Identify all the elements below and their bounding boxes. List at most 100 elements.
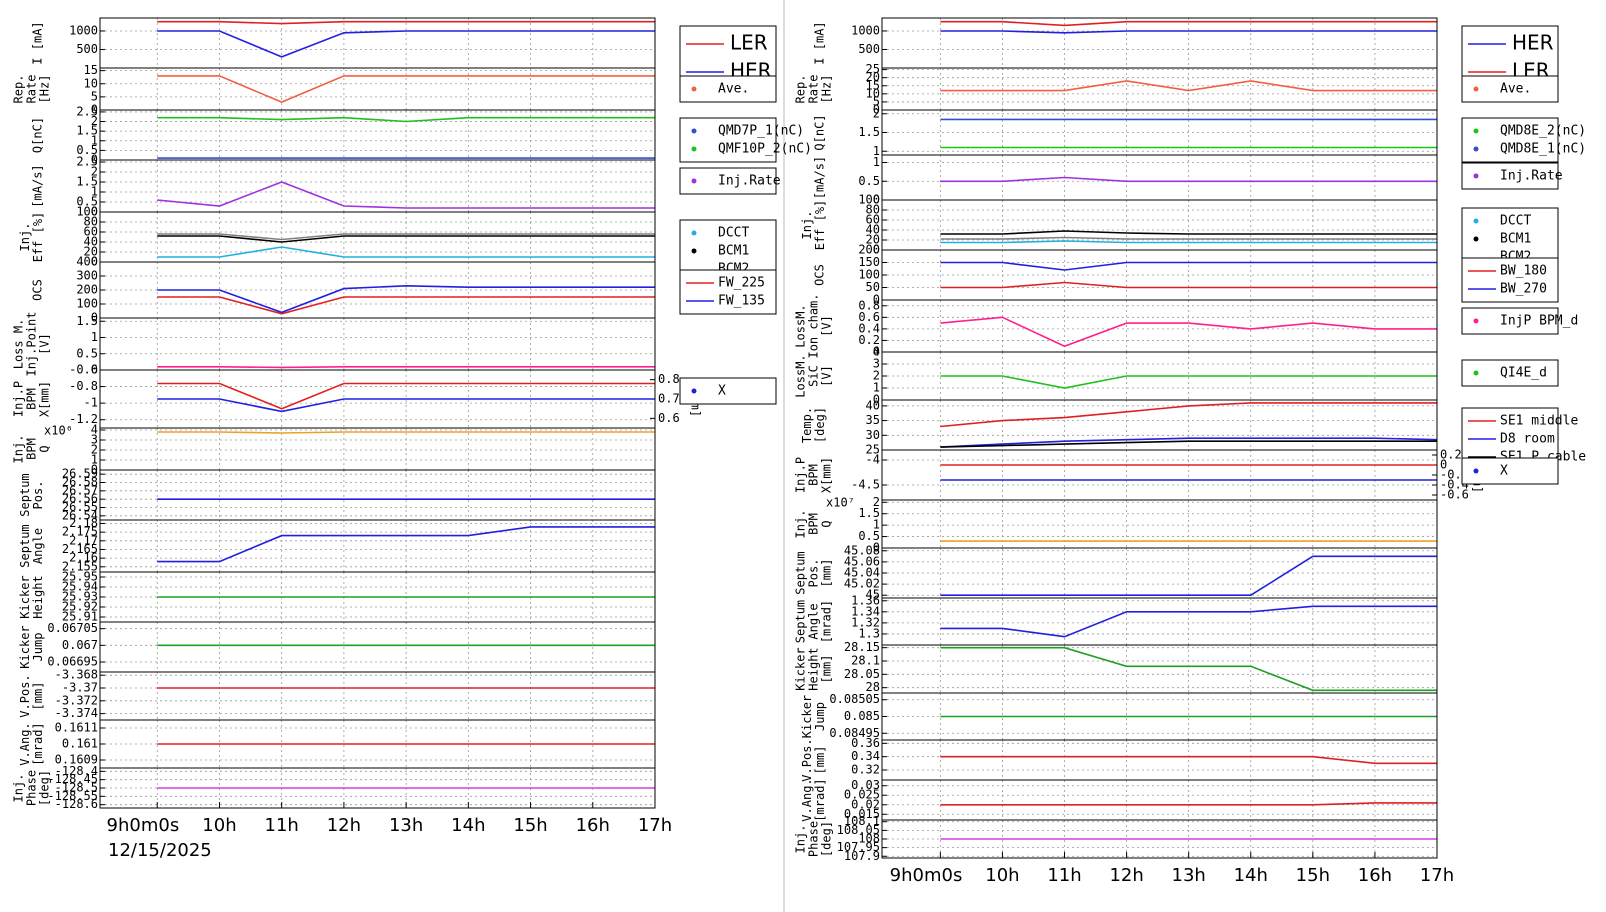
y-tick-label: 28.15	[844, 640, 880, 654]
y-multiplier: x10⁶	[44, 424, 73, 438]
legend-box	[679, 269, 777, 315]
y2-tick-label: 0.7	[658, 392, 680, 406]
y-tick-label: 500	[858, 42, 880, 56]
y-tick-label: 0.08505	[829, 692, 880, 706]
y-axis-label: Height	[807, 647, 821, 690]
series-line	[940, 316, 1437, 348]
y-tick-label: 0.08495	[829, 726, 880, 740]
y-tick-label: -3.37	[62, 681, 98, 695]
legend: Ave.	[679, 75, 777, 103]
legend: Inj.Rate	[1461, 162, 1563, 190]
legend-label: DCCT	[718, 226, 749, 241]
y-tick-label: -128.5	[55, 781, 98, 795]
x-tick-label: 13h	[1172, 865, 1206, 886]
series-line	[940, 20, 1437, 27]
y-axis-label: V.Pos.	[18, 674, 32, 717]
legend-swatch	[1473, 318, 1479, 324]
y-tick-label: -0.6	[69, 363, 98, 377]
legend: InjP BPM_d	[1461, 307, 1578, 335]
y-tick-label: 28.1	[851, 654, 880, 668]
x-tick-label: 9h0m0s	[890, 865, 963, 886]
series-line	[940, 755, 1437, 765]
y-tick-label: 0.067	[62, 638, 98, 652]
series-line	[940, 176, 1437, 183]
y-tick-label: -1.2	[69, 412, 98, 426]
panel-frame	[99, 767, 656, 809]
x-tick-label: 11h	[265, 815, 299, 836]
legend-swatch	[691, 128, 697, 134]
y-tick-label: 0	[91, 311, 98, 325]
legend-label: BCM1	[718, 244, 749, 259]
y-tick-label: 1	[873, 518, 880, 532]
y-tick-label: 1.3	[858, 626, 880, 640]
y-tick-label: 100	[858, 193, 880, 207]
legend-label: BW_180	[1500, 264, 1547, 279]
legend: QI4E_d	[1461, 359, 1559, 387]
series-line	[157, 30, 655, 58]
series-line	[157, 296, 655, 315]
y-tick-label: 0	[873, 541, 880, 555]
y-axis-label: Kicker	[800, 695, 814, 738]
y-tick-label: 10	[866, 86, 880, 100]
y-tick-label: 0.32	[851, 763, 880, 777]
y-axis-label: [mrad]	[813, 778, 827, 821]
x-tick-label: 14h	[1234, 865, 1268, 886]
y-axis-label: X[mm]	[38, 381, 52, 417]
y2-tick-label: 0	[1440, 458, 1447, 472]
y-axis-label: Q[nC]	[31, 117, 45, 153]
y-tick-label: 108.1	[844, 814, 880, 828]
x-tick-label: 10h	[202, 815, 236, 836]
legend-label: LER	[730, 31, 768, 55]
y-tick-label: 0.06705	[47, 621, 98, 635]
y-axis-label: Inj.P	[12, 381, 26, 417]
legend: X	[1461, 457, 1559, 485]
x-tick-label: 16h	[576, 815, 610, 836]
y-tick-label: 45.08	[844, 543, 880, 557]
y-tick-label: 107.95	[837, 840, 880, 854]
legend-label: QMD8E_2(nC)	[1500, 124, 1586, 139]
x-tick-label: 12h	[327, 815, 361, 836]
y-axis-label: I [mA]	[813, 21, 827, 64]
x-tick-label: 15h	[1296, 865, 1330, 886]
legend-swatch	[1473, 218, 1479, 224]
series-line	[157, 116, 655, 123]
y-tick-label: 0	[91, 463, 98, 477]
series-line	[940, 555, 1437, 596]
y-tick-label: -0.8	[69, 379, 98, 393]
y-axis-label: [mm]	[820, 559, 834, 588]
y-tick-label: 5	[873, 94, 880, 108]
legend-label: Ave.	[718, 82, 749, 97]
legend-label: QMD8E_1(nC)	[1500, 142, 1586, 157]
y-axis-label: Septum	[18, 524, 32, 567]
y-axis-label: Phase	[25, 770, 39, 806]
series-line	[157, 366, 655, 369]
panel-frame	[881, 819, 1438, 859]
y-tick-label: 200	[858, 243, 880, 257]
y-tick-label: -128.4	[55, 764, 98, 778]
y-axis-label: Jump	[813, 702, 827, 731]
y-tick-label: -128.55	[47, 789, 98, 803]
legend-swatch	[1473, 370, 1479, 376]
legend-swatch	[1473, 146, 1479, 152]
legend-swatch	[1473, 128, 1479, 134]
y-tick-label: 0.5	[76, 143, 98, 157]
y-tick-label: 2	[873, 369, 880, 383]
legend: X	[679, 377, 777, 405]
y-axis-label: [deg]	[813, 407, 827, 443]
y-tick-label: 1	[91, 330, 98, 344]
y-tick-label: 15	[84, 63, 98, 77]
y-tick-label: 20	[866, 233, 880, 247]
y-tick-label: 26.57	[62, 483, 98, 497]
legend-label: HER	[1512, 31, 1554, 55]
y-tick-label: 0	[873, 193, 880, 207]
y-tick-label: -3.368	[55, 668, 98, 682]
y-tick-label: 0.34	[851, 749, 880, 763]
y-tick-label: 20	[866, 70, 880, 84]
y-axis-label: V.Pos.	[800, 738, 814, 781]
x-tick-label: 9h0m0s	[107, 815, 180, 836]
y-axis-label: SiC	[807, 365, 821, 387]
y-tick-label: -128.45	[47, 772, 98, 786]
series-line	[157, 233, 655, 241]
